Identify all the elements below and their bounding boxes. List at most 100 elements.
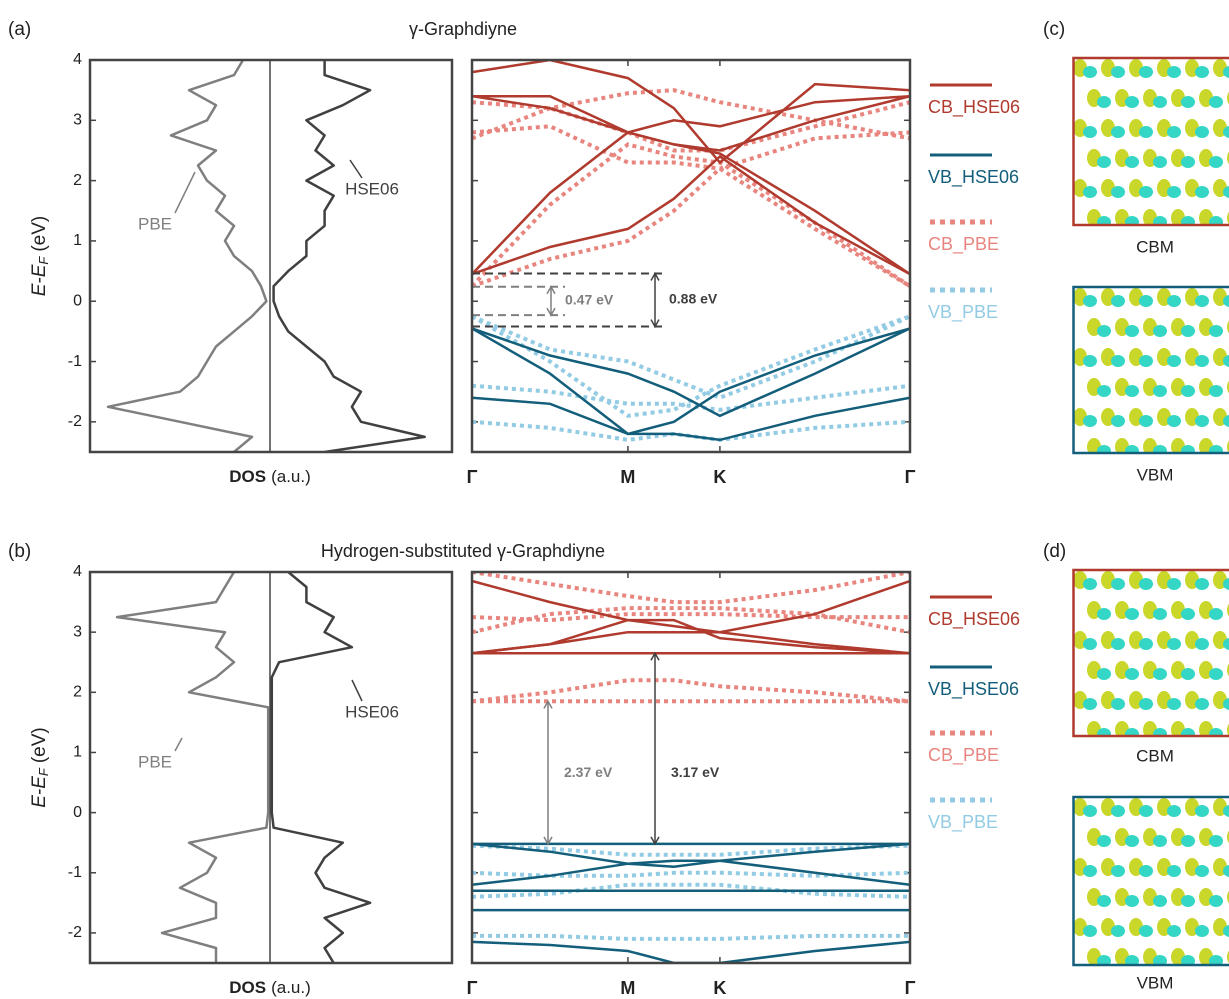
isosurface-lobe [1097, 445, 1111, 453]
iso-label: VBM [1137, 465, 1174, 484]
iso-frame [1072, 285, 1229, 455]
isosurface-lobe [1097, 216, 1111, 225]
x-tick-label: Γ [905, 978, 916, 998]
dos-curve [115, 572, 270, 963]
y-tick-label: 2 [73, 172, 82, 189]
x-tick-label: Γ [467, 467, 478, 487]
band-line [471, 882, 910, 899]
x-tick-label: K [713, 467, 726, 487]
band-line [471, 154, 910, 276]
y-tick-label: 0 [73, 804, 82, 821]
isosurface-lobe [1195, 638, 1209, 650]
band-line [471, 870, 910, 878]
isosurface-lobe [1209, 668, 1223, 680]
legend-label: VB_HSE06 [928, 679, 1019, 700]
curve-label: PBE [138, 752, 172, 771]
isosurface-lobe [1125, 955, 1139, 965]
curve-label: HSE06 [345, 702, 399, 721]
band-line [471, 612, 910, 623]
y-axis-label: E-EF (eV) [29, 216, 51, 297]
isosurface-lobe [1111, 295, 1125, 307]
isosurface-lobe [1111, 126, 1125, 138]
x-axis-label: DOS (a.u.) [229, 467, 311, 486]
isosurface-lobe [1097, 325, 1111, 337]
isosurface-lobe [1083, 126, 1097, 138]
x-label-bold: DOS [229, 467, 266, 486]
isosurface-lobe [1209, 325, 1223, 337]
isosurface-lobe [1209, 955, 1223, 965]
plot-frame [470, 570, 912, 965]
isosurface-lobe [1083, 66, 1097, 78]
panel-title: Hydrogen-substituted γ-Graphdiyne [321, 541, 605, 561]
isosurface-lobe [1111, 186, 1125, 198]
isosurface-lobe [1209, 385, 1223, 397]
isosurface-lobe [1223, 66, 1229, 78]
y-tick-label: -2 [68, 924, 82, 941]
gap-label: 0.47 eV [565, 292, 614, 308]
isosurface-lobe [1167, 578, 1181, 590]
isosurface-lobe [1195, 578, 1209, 590]
isosurface-lobe [1181, 216, 1195, 225]
isosurface-lobe [1195, 865, 1209, 877]
isosurface-lobe [1153, 96, 1167, 108]
x-label-rest: (a.u.) [271, 978, 311, 997]
x-tick-label: Γ [467, 978, 478, 998]
legend-label: VB_PBE [928, 302, 998, 323]
annotation-leader [349, 159, 363, 179]
isosurface-lobe [1097, 895, 1111, 907]
y-label-main: E-E [29, 776, 50, 808]
annotation-leader [174, 737, 183, 752]
isosurface-lobe [1209, 156, 1223, 168]
isosurface-lobe [1083, 698, 1097, 710]
band-line [471, 859, 910, 887]
isosurface-lobe [1125, 728, 1139, 736]
isosurface-lobe [1153, 385, 1167, 397]
isosurface-lobe [1125, 96, 1139, 108]
isosurface-lobe [1139, 126, 1153, 138]
band-line [471, 383, 910, 412]
isosurface-lobe [1167, 66, 1181, 78]
isosurface-lobe [1111, 578, 1125, 590]
curve-label: HSE06 [345, 179, 399, 198]
isosurface-lobe [1153, 955, 1167, 965]
band-line [471, 314, 910, 400]
isosurface-lobe [1167, 805, 1181, 817]
band-line [471, 131, 910, 276]
isosurface-lobe [1167, 126, 1181, 138]
x-label-rest: (a.u.) [271, 467, 311, 486]
isosurface-lobe [1195, 925, 1209, 937]
panel-letter: (c) [1043, 19, 1065, 40]
isosurface-lobe [1139, 578, 1153, 590]
isosurface-lobe [1097, 96, 1111, 108]
isosurface-lobe [1195, 805, 1209, 817]
plot-frame [88, 570, 454, 965]
isosurface-lobe [1209, 728, 1223, 736]
panel-letter: (b) [8, 541, 31, 562]
isosurface-lobe [1181, 325, 1195, 337]
x-tick-label: M [620, 467, 635, 487]
isosurface-lobe [1195, 126, 1209, 138]
isosurface-lobe [1181, 835, 1195, 847]
isosurface-lobe [1097, 668, 1111, 680]
isosurface-lobe [1153, 668, 1167, 680]
isosurface-lobe [1125, 895, 1139, 907]
x-label-bold: DOS [229, 978, 266, 997]
isosurface-lobe [1125, 385, 1139, 397]
y-tick-label: 1 [73, 232, 82, 249]
iso-label: CBM [1136, 237, 1174, 256]
y-label-unit: (eV) [29, 216, 50, 252]
isosurface-lobe [1181, 96, 1195, 108]
isosurface-lobe [1195, 415, 1209, 427]
isosurface-lobe [1195, 295, 1209, 307]
isosurface-lobe [1167, 295, 1181, 307]
isosurface-lobe [1209, 895, 1223, 907]
isosurface-lobe [1195, 355, 1209, 367]
isosurface-lobe [1153, 156, 1167, 168]
isosurface-lobe [1209, 96, 1223, 108]
isosurface-lobe [1181, 728, 1195, 736]
isosurface-lobe [1111, 698, 1125, 710]
isosurface-lobe [1083, 415, 1097, 427]
isosurface-lobe [1195, 698, 1209, 710]
isosurface-lobe [1167, 865, 1181, 877]
iso-frame [1072, 56, 1229, 227]
